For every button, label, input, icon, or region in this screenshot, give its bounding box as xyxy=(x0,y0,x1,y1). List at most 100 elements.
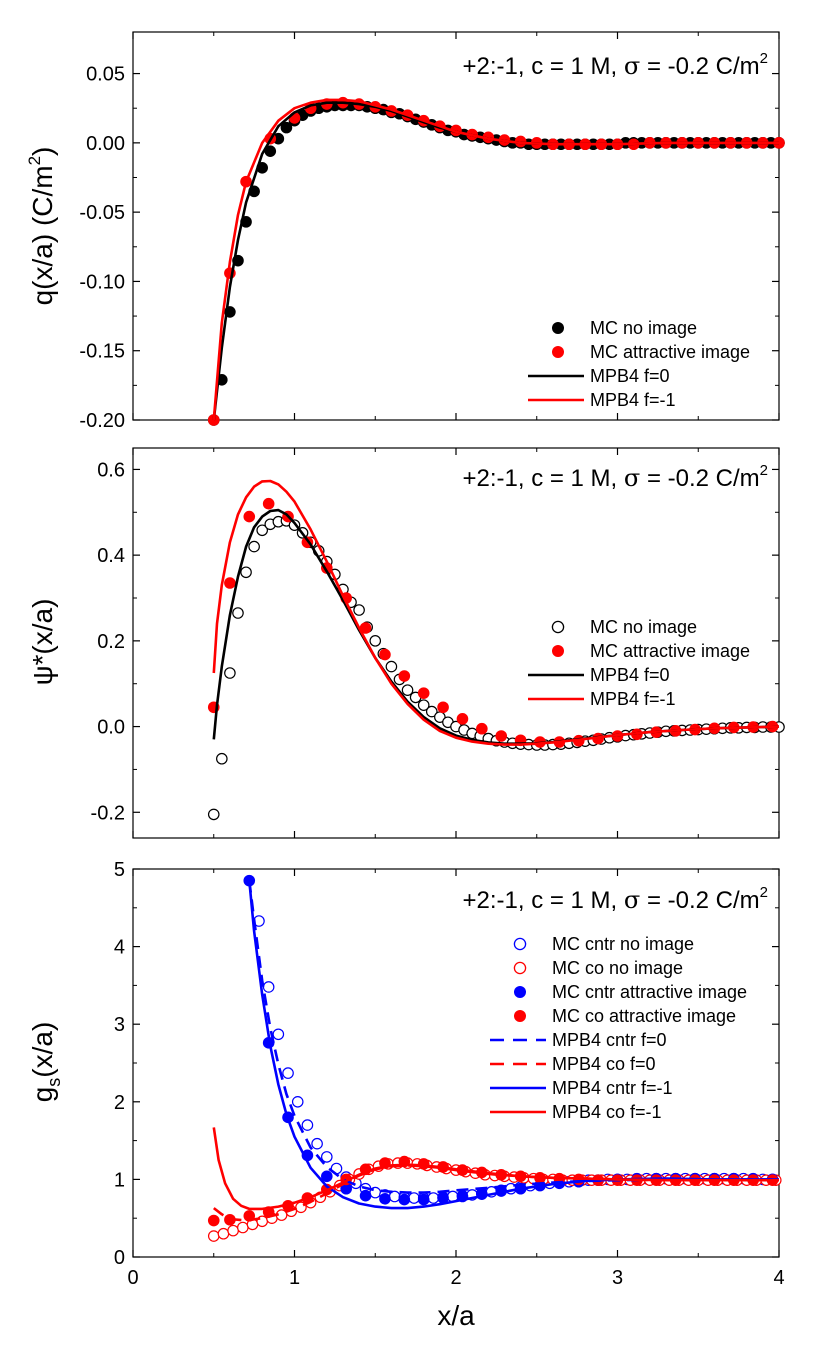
xticks-bottom: 0 1 2 3 4 xyxy=(127,869,785,1289)
data-point xyxy=(437,701,449,714)
data-point xyxy=(427,1192,440,1204)
data-point xyxy=(495,730,508,742)
data-point xyxy=(207,1230,220,1242)
ytick-label: 5 xyxy=(114,859,125,881)
legend-label: MC no image xyxy=(590,318,697,338)
legend-marker xyxy=(513,961,527,975)
ylabel-top: q(x/a) (C/m2) xyxy=(25,147,58,306)
data-point xyxy=(417,699,430,711)
data-point xyxy=(321,1170,333,1183)
data-point xyxy=(248,540,260,553)
ytick-label: 3 xyxy=(114,1014,125,1036)
data-point xyxy=(408,1192,420,1204)
data-point xyxy=(280,121,293,134)
legend-label: MPB4 f=-1 xyxy=(590,689,676,709)
data-point xyxy=(398,670,411,682)
ylabel-middle: ψ*(x/a) xyxy=(27,599,58,686)
legend-label: MPB4 f=0 xyxy=(590,665,670,685)
xticks-middle xyxy=(132,448,780,838)
data-point xyxy=(385,660,398,673)
legend-marker xyxy=(514,1010,526,1022)
data-point xyxy=(291,1096,304,1108)
legend-label: MC cntr no image xyxy=(552,934,694,954)
xtick-label: 1 xyxy=(289,1267,300,1289)
annotation-middle: +2:-1, c = 1 M, σ = -0.2 C/m2 xyxy=(462,462,768,492)
ytick-label: 0.00 xyxy=(86,133,125,155)
data-point xyxy=(240,566,252,579)
legend-marker xyxy=(552,346,564,358)
data-point xyxy=(320,1151,333,1163)
data-point xyxy=(456,713,469,725)
data-point xyxy=(207,414,220,426)
panel-top: -0.20 -0.15 -0.10 -0.05 0.00 0.05 +2:-1, c = … xyxy=(25,31,785,432)
legend-label: MPB4 f=0 xyxy=(590,366,670,386)
legend-marker xyxy=(551,620,565,634)
data-point xyxy=(379,1193,391,1205)
ytick-label: 2 xyxy=(114,1092,125,1114)
xtick-label: 3 xyxy=(612,1267,623,1289)
legend-label: MPB4 cntr f=0 xyxy=(552,1030,667,1050)
ytick-label: 0.6 xyxy=(97,459,125,481)
ytick-label: 1 xyxy=(114,1169,125,1191)
legend-marker xyxy=(552,322,564,334)
ytick-label: 0.05 xyxy=(86,64,125,86)
legend-top: MC no image MC attractive image MPB4 f=0 MP… xyxy=(528,318,750,410)
ytick-label: -0.10 xyxy=(79,271,125,293)
ylabel-bottom: gs(x/a) xyxy=(27,1022,64,1103)
data-point xyxy=(425,705,438,718)
xlabel-bottom: x/a xyxy=(437,1300,475,1331)
legend-label: MPB4 cntr f=-1 xyxy=(552,1078,673,1098)
data-point xyxy=(417,687,430,699)
data-point xyxy=(217,1227,230,1240)
data-point xyxy=(311,1137,323,1150)
legend-label: MC attractive image xyxy=(590,342,750,362)
data-point xyxy=(224,667,236,679)
data-point xyxy=(437,1192,449,1204)
xticks-top xyxy=(132,32,780,420)
legend-label: MC attractive image xyxy=(590,641,750,661)
legend-marker xyxy=(552,645,564,657)
data-point xyxy=(262,497,275,510)
data-point xyxy=(340,1182,352,1195)
data-point xyxy=(282,1067,294,1079)
legend-label: MC cntr attractive image xyxy=(552,982,747,1002)
legend-label: MPB4 f=-1 xyxy=(590,390,676,410)
legend-label: MC no image xyxy=(590,617,697,637)
data-point xyxy=(359,622,372,634)
legend-label: MC co attractive image xyxy=(552,1006,736,1026)
yticks-bottom: 0 1 2 3 4 5 xyxy=(114,859,779,1269)
series-middle xyxy=(207,479,785,821)
legend-bottom: MC cntr no image MC co no image MC cntr at… xyxy=(490,934,747,1122)
data-point xyxy=(272,132,285,145)
data-point xyxy=(207,1214,220,1227)
series-line xyxy=(212,98,779,421)
data-point xyxy=(256,524,268,537)
xtick-label: 2 xyxy=(450,1267,461,1289)
panel-bottom: 0 1 2 3 4 5 0 1 2 3 4 +2:-1, c = 1 M, σ = -0.2 C/… xyxy=(27,859,785,1331)
series-line xyxy=(248,880,779,1210)
data-point xyxy=(359,1189,372,1202)
series-top xyxy=(207,96,785,426)
data-point xyxy=(401,684,414,696)
data-point xyxy=(232,607,244,619)
data-point xyxy=(243,510,256,523)
data-point xyxy=(476,722,488,735)
ytick-label: 0.4 xyxy=(97,545,125,567)
data-point xyxy=(237,1221,249,1234)
data-point xyxy=(417,1158,430,1170)
data-point xyxy=(264,145,277,157)
legend-middle: MC no image MC attractive image MPB4 f=0 MP… xyxy=(528,617,750,709)
data-point xyxy=(398,1193,411,1206)
ytick-label: -0.15 xyxy=(79,341,125,363)
series-line xyxy=(212,1127,779,1211)
data-point xyxy=(272,1028,285,1041)
series-bottom xyxy=(207,874,782,1242)
yticks-top: -0.20 -0.15 -0.10 -0.05 0.00 0.05 xyxy=(79,64,779,432)
ytick-label: 0.2 xyxy=(97,631,125,653)
legend-marker xyxy=(513,937,527,951)
data-point xyxy=(224,577,236,589)
data-point xyxy=(262,981,275,993)
xtick-label: 0 xyxy=(127,1267,138,1289)
annotation-bottom: +2:-1, c = 1 M, σ = -0.2 C/m2 xyxy=(462,884,768,914)
